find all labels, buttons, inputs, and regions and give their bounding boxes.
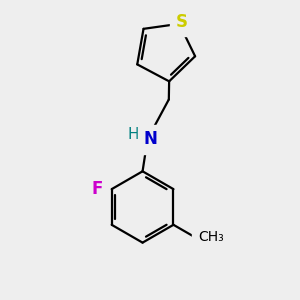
Text: H: H <box>128 127 140 142</box>
Text: N: N <box>143 130 157 148</box>
Text: CH₃: CH₃ <box>198 230 224 244</box>
Text: S: S <box>176 13 188 31</box>
Text: F: F <box>92 180 103 198</box>
